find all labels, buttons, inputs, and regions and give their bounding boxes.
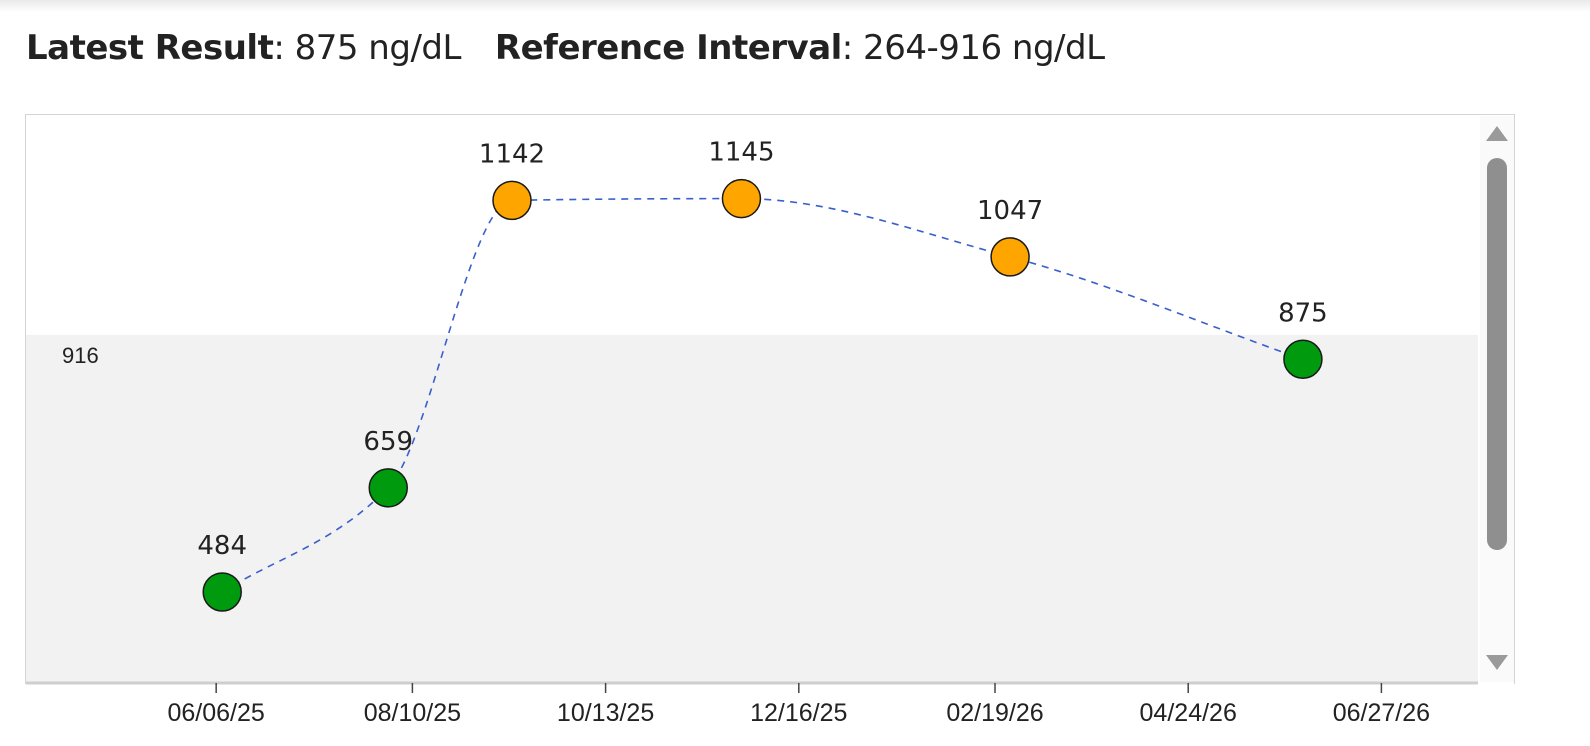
data-point[interactable] — [1283, 339, 1323, 380]
data-point[interactable] — [492, 180, 532, 221]
scroll-down-arrow-icon[interactable] — [1486, 655, 1508, 670]
data-label: 1142 — [479, 139, 545, 169]
x-tick-label: 12/16/25 — [750, 699, 847, 727]
data-points[interactable] — [202, 178, 1323, 612]
x-tick-label: 10/13/25 — [557, 699, 654, 727]
reference-interval-value: : 264-916 ng/dL — [841, 28, 1105, 68]
x-tick-label: 02/19/26 — [946, 699, 1043, 727]
reference-upper-label: 916 — [62, 343, 99, 368]
data-point[interactable] — [990, 237, 1030, 277]
data-point[interactable] — [721, 178, 762, 219]
latest-result-label: Latest Result — [26, 28, 274, 68]
scroll-up-arrow-icon[interactable] — [1486, 126, 1508, 141]
data-label: 1047 — [977, 196, 1043, 226]
x-tick-label: 08/10/25 — [364, 699, 461, 727]
scroll-thumb[interactable] — [1487, 158, 1507, 550]
data-labels: 484 659 1142 1145 1047 875 — [197, 138, 1327, 561]
data-point[interactable] — [368, 468, 408, 508]
x-axis-ticks: 06/06/25 08/10/25 10/13/25 12/16/25 02/19/26… — [168, 683, 1430, 727]
data-label: 659 — [363, 427, 413, 457]
result-summary-header: Latest Result: 875 ng/dL Reference Interv… — [26, 28, 1105, 68]
x-tick-label: 06/27/26 — [1333, 699, 1430, 727]
x-tick-label: 06/06/25 — [168, 699, 265, 727]
data-point[interactable] — [202, 572, 242, 612]
latest-result-value: : 875 ng/dL — [273, 28, 461, 68]
data-label: 875 — [1278, 298, 1328, 328]
x-tick-label: 04/24/26 — [1140, 699, 1237, 727]
reference-band — [26, 334, 1478, 683]
data-label: 1145 — [708, 138, 774, 168]
top-shadow — [0, 0, 1590, 12]
data-label: 484 — [197, 531, 247, 561]
reference-interval-label: Reference Interval — [494, 28, 842, 68]
